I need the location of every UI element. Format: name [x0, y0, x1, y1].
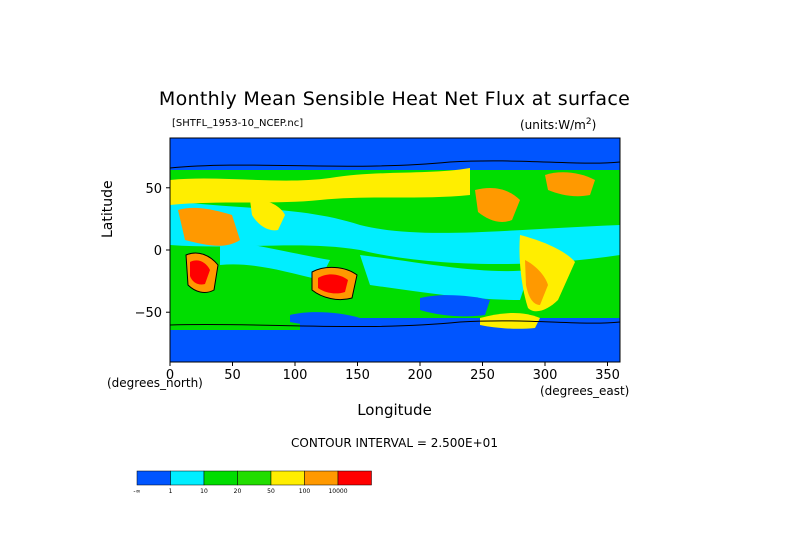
colorbar-swatch	[304, 470, 339, 486]
colorbar-label: 10	[200, 488, 208, 495]
colorbar-swatch	[170, 470, 205, 486]
y-tick-label: −50	[135, 306, 162, 321]
colorbar-swatch	[136, 470, 171, 486]
units-label: (units:W/m2)	[520, 117, 597, 132]
chart-title: Monthly Mean Sensible Heat Net Flux at s…	[158, 88, 631, 110]
colorbar: -∞ 1 10 20 50 100 10000	[133, 470, 372, 495]
colorbar-swatch	[203, 470, 238, 486]
x-tick-label: 150	[345, 368, 370, 383]
y-tick-label: 50	[145, 182, 162, 197]
x-unit-label-left: (degrees_north)	[107, 376, 203, 390]
x-tick-label: 0	[166, 368, 174, 383]
x-tick-label: 250	[470, 368, 495, 383]
x-axis-ticks: 0 50 100 150 200 250 300 350	[166, 362, 620, 383]
x-tick-label: 50	[224, 368, 241, 383]
colorbar-label: 20	[234, 488, 242, 495]
colorbar-swatch	[337, 470, 372, 486]
file-label: [SHTFL_1953-10_NCEP.nc]	[172, 118, 304, 129]
x-tick-label: 350	[595, 368, 620, 383]
colorbar-label: 100	[299, 488, 311, 495]
contour-interval-label: CONTOUR INTERVAL = 2.500E+01	[291, 436, 498, 450]
y-axis-ticks: 50 0 −50	[135, 182, 170, 321]
x-tick-label: 200	[408, 368, 433, 383]
x-unit-label-right: (degrees_east)	[540, 384, 630, 398]
colorbar-label: 1	[169, 488, 173, 495]
y-tick-label: 0	[154, 244, 162, 259]
x-tick-label: 100	[283, 368, 308, 383]
colorbar-label: -∞	[133, 488, 140, 495]
colorbar-label: 10000	[328, 488, 347, 495]
colorbar-swatch	[270, 470, 305, 486]
x-tick-label: 300	[533, 368, 558, 383]
colorbar-label: 50	[267, 488, 275, 495]
colorbar-swatch	[237, 470, 272, 486]
x-axis-label: Longitude	[357, 401, 432, 419]
map-field	[170, 138, 620, 362]
